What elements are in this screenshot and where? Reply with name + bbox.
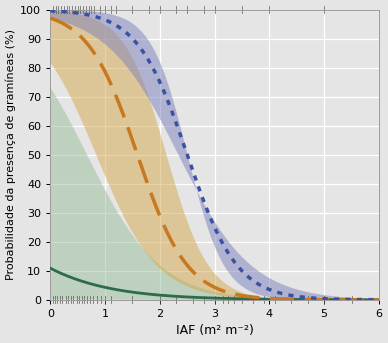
- X-axis label: IAF (m² m⁻²): IAF (m² m⁻²): [176, 324, 253, 338]
- Y-axis label: Probabilidade da presença de gramíneas (%): Probabilidade da presença de gramíneas (…: [5, 29, 16, 280]
